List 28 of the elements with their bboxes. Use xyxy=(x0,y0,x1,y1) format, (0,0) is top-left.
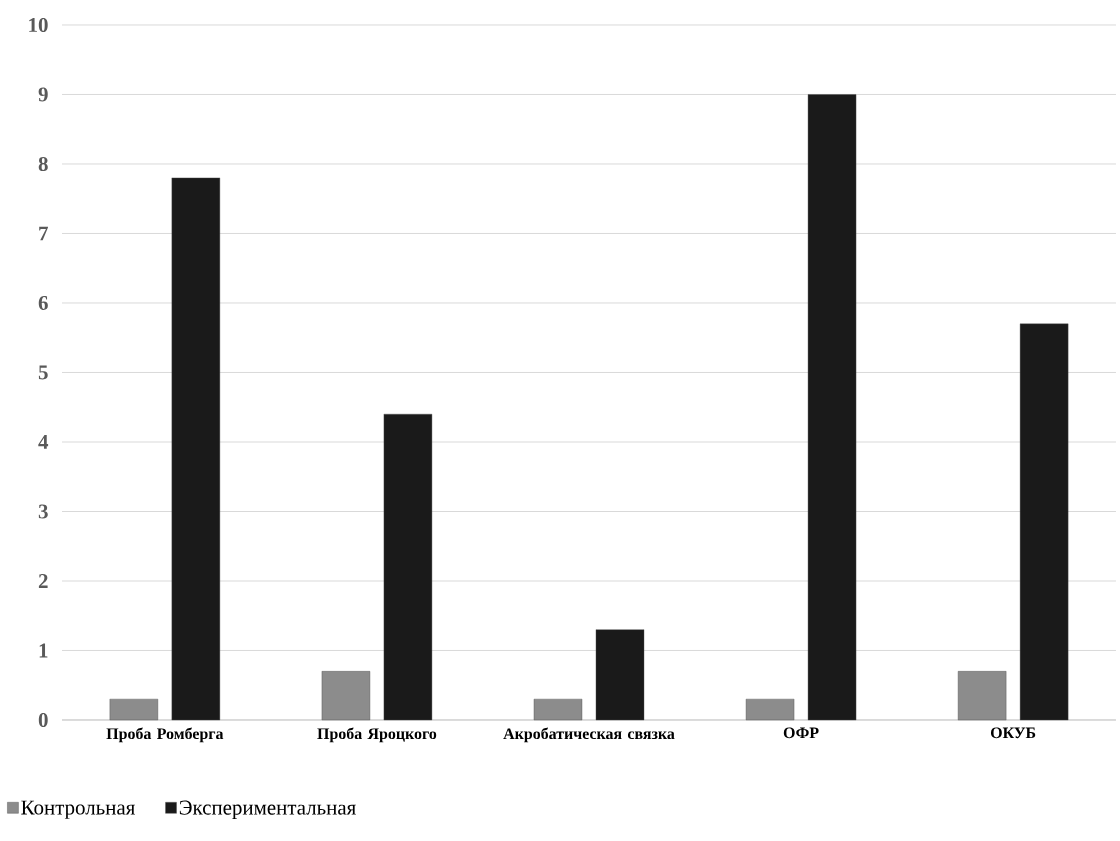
y-tick-label: 8 xyxy=(38,156,48,172)
bar xyxy=(171,177,221,721)
y-tick-label: 7 xyxy=(39,226,48,241)
legend-label: Контрольная xyxy=(21,800,135,819)
y-tick-label: 9 xyxy=(38,87,48,102)
y-tick-label: 6 xyxy=(38,295,48,311)
legend-label: Экспериментальная xyxy=(179,800,356,819)
bar xyxy=(321,671,371,721)
bar xyxy=(807,94,857,721)
bar xyxy=(745,698,795,721)
bar xyxy=(533,698,583,721)
bar xyxy=(383,413,433,721)
bar xyxy=(595,629,645,721)
y-tick-label: 4 xyxy=(38,435,49,449)
bar xyxy=(957,671,1007,721)
bar xyxy=(109,698,159,721)
x-tick-label: Проба Ромберга xyxy=(106,727,224,743)
y-tick-label: 1 xyxy=(39,643,48,658)
y-tick-label: 2 xyxy=(38,574,48,588)
bar xyxy=(1019,323,1069,721)
y-tick-label: 10 xyxy=(29,17,48,33)
y-tick-label: 5 xyxy=(38,365,48,380)
x-tick-label: ОКУБ xyxy=(990,727,1036,739)
x-tick-label: ОФР xyxy=(783,727,819,739)
y-tick-label: 0 xyxy=(38,712,48,728)
y-tick-label: 3 xyxy=(38,504,48,519)
x-tick-label: Акробатическая связка xyxy=(503,727,675,743)
x-tick-label: Проба Яроцкого xyxy=(317,727,437,743)
